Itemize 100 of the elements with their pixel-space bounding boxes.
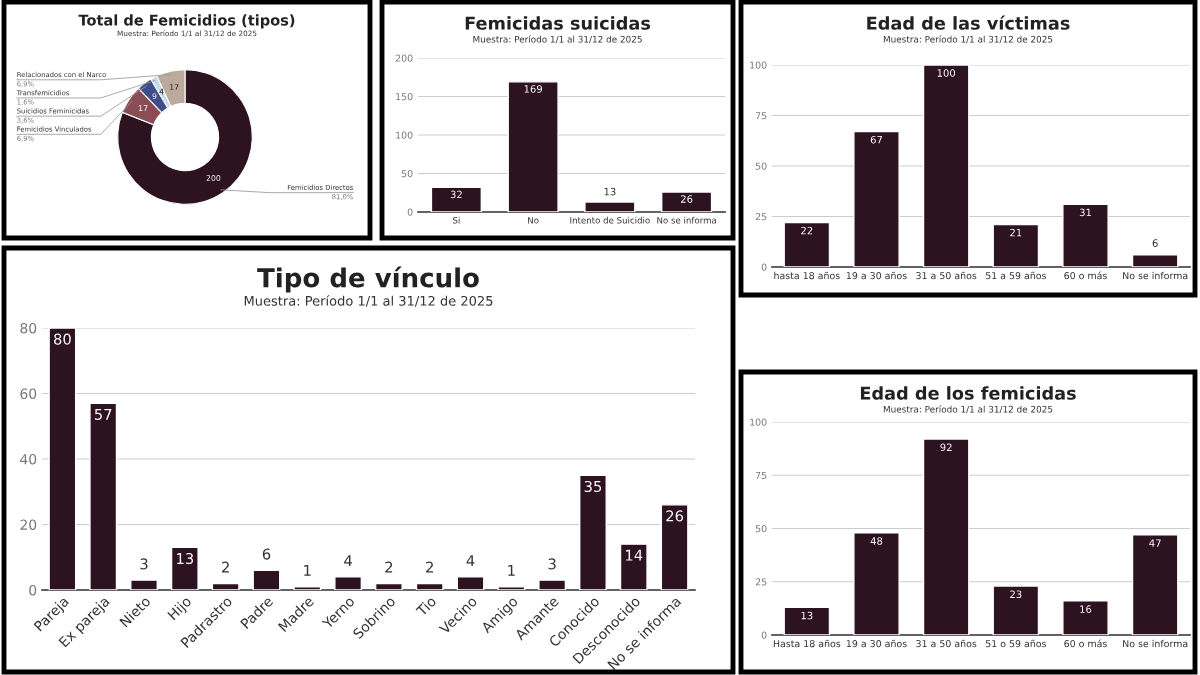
bar (1062, 600, 1109, 635)
x-tick-label: Si (453, 216, 460, 224)
bar (579, 474, 607, 590)
data-label: 67 (870, 135, 883, 144)
x-tick-label: 19 a 30 años (846, 639, 907, 648)
x-tick-label: No se informa (1123, 271, 1188, 280)
bar (1062, 203, 1109, 267)
x-tick-label: Tio (415, 595, 437, 617)
x-tick-label: 31 a 50 años (916, 639, 977, 648)
data-label: 80 (54, 333, 71, 345)
data-label: 21 (1010, 228, 1022, 237)
bar (783, 221, 831, 267)
bar (456, 576, 485, 590)
x-tick-label: 19 a 30 años (846, 271, 907, 280)
data-label: 2 (385, 561, 393, 573)
bar (374, 582, 403, 590)
y-tick-label: 0 (407, 208, 413, 216)
data-label: 14 (626, 549, 643, 561)
x-tick-label: 60 o más (1064, 271, 1107, 280)
data-label: 47 (1149, 539, 1161, 547)
data-label: 57 (94, 409, 112, 420)
data-label: 2 (426, 561, 433, 573)
y-tick-label: 75 (755, 471, 767, 479)
y-tick-label: 100 (750, 61, 767, 69)
data-label: 26 (666, 510, 684, 522)
x-tick-label: 31 a 50 años (916, 271, 977, 280)
x-tick-label: 51 o 59 años (985, 639, 1047, 648)
bar (992, 223, 1040, 267)
y-tick-label: 40 (20, 453, 37, 465)
y-tick-label: 0 (761, 631, 767, 639)
bar (497, 586, 526, 590)
x-tick-label: 60 o más (1064, 639, 1107, 648)
bar (922, 438, 970, 635)
y-tick-label: 0 (29, 584, 37, 596)
y-tick-label: 75 (755, 112, 767, 120)
y-tick-label: 60 (20, 388, 37, 399)
chart-title: Tipo de vínculo (257, 266, 479, 293)
bar (783, 606, 831, 635)
data-label: 6 (262, 548, 271, 560)
data-label: 6 (1152, 239, 1158, 247)
data-label: 26 (680, 195, 693, 203)
bar (619, 543, 648, 590)
data-label: 31 (1079, 208, 1091, 217)
data-label: 16 (1080, 605, 1092, 613)
x-tick-label: No se informa (1123, 639, 1188, 648)
y-tick-label: 100 (396, 131, 413, 139)
x-tick-label: No (528, 217, 539, 224)
y-tick-label: 0 (761, 263, 767, 271)
data-label: 22 (801, 226, 813, 235)
x-tick-label: Hasta 18 años (773, 639, 841, 648)
bar (1131, 534, 1179, 635)
bar (48, 328, 77, 590)
data-label: 4 (344, 555, 352, 566)
x-tick-label: hasta 18 años (774, 271, 840, 280)
bar (293, 586, 322, 590)
chart-subtitle: Muestra: Período 1/1 al 31/12 de 2025 (473, 35, 642, 44)
bar (660, 504, 689, 590)
bar (334, 576, 363, 590)
bar (507, 81, 559, 212)
data-label: 3 (548, 558, 556, 570)
y-tick-label: 200 (395, 54, 413, 62)
y-tick-label: 150 (396, 93, 413, 101)
data-label: 1 (508, 565, 515, 576)
chart-title: Edad de las víctimas (867, 15, 1070, 30)
data-label: 32 (450, 190, 462, 199)
bar (1131, 254, 1179, 267)
data-label: 23 (1010, 590, 1022, 599)
data-label: 48 (870, 537, 883, 545)
bar (252, 569, 281, 590)
data-label: 100 (937, 69, 956, 77)
donut-slice (117, 69, 253, 205)
data-label: 4 (466, 555, 475, 566)
y-tick-label: 25 (755, 213, 767, 221)
x-tick-label: No se informa (657, 216, 716, 224)
bar (211, 582, 240, 590)
chart-subtitle: Muestra: Período 1/1 al 31/12 de 2025 (244, 295, 493, 307)
bar (89, 402, 118, 590)
y-tick-label: 50 (755, 525, 767, 533)
chart-subtitle: Muestra: Período 1/1 al 31/12 de 2025 (883, 405, 1053, 414)
bar (538, 579, 567, 590)
data-label: 2 (222, 561, 229, 573)
y-tick-label: 50 (755, 162, 767, 170)
data-label: 169 (524, 85, 542, 93)
bar (853, 130, 900, 267)
y-tick-label: 25 (755, 578, 767, 586)
y-tick-label: 20 (20, 519, 37, 530)
y-tick-label: 80 (20, 322, 37, 334)
data-label: 1 (304, 565, 311, 576)
bar (922, 65, 970, 267)
data-label: 13 (177, 552, 194, 565)
data-label: 92 (940, 443, 952, 452)
bar (170, 546, 199, 590)
chart-title: Total de Femicidios (tipos) (78, 14, 295, 29)
y-tick-label: 50 (401, 170, 413, 178)
data-label: 13 (604, 187, 616, 196)
data-label: 3 (140, 558, 148, 570)
data-label: 13 (801, 611, 813, 620)
x-tick-label: 51 a 59 años (985, 271, 1047, 280)
bar (584, 201, 636, 212)
bar (430, 186, 483, 212)
